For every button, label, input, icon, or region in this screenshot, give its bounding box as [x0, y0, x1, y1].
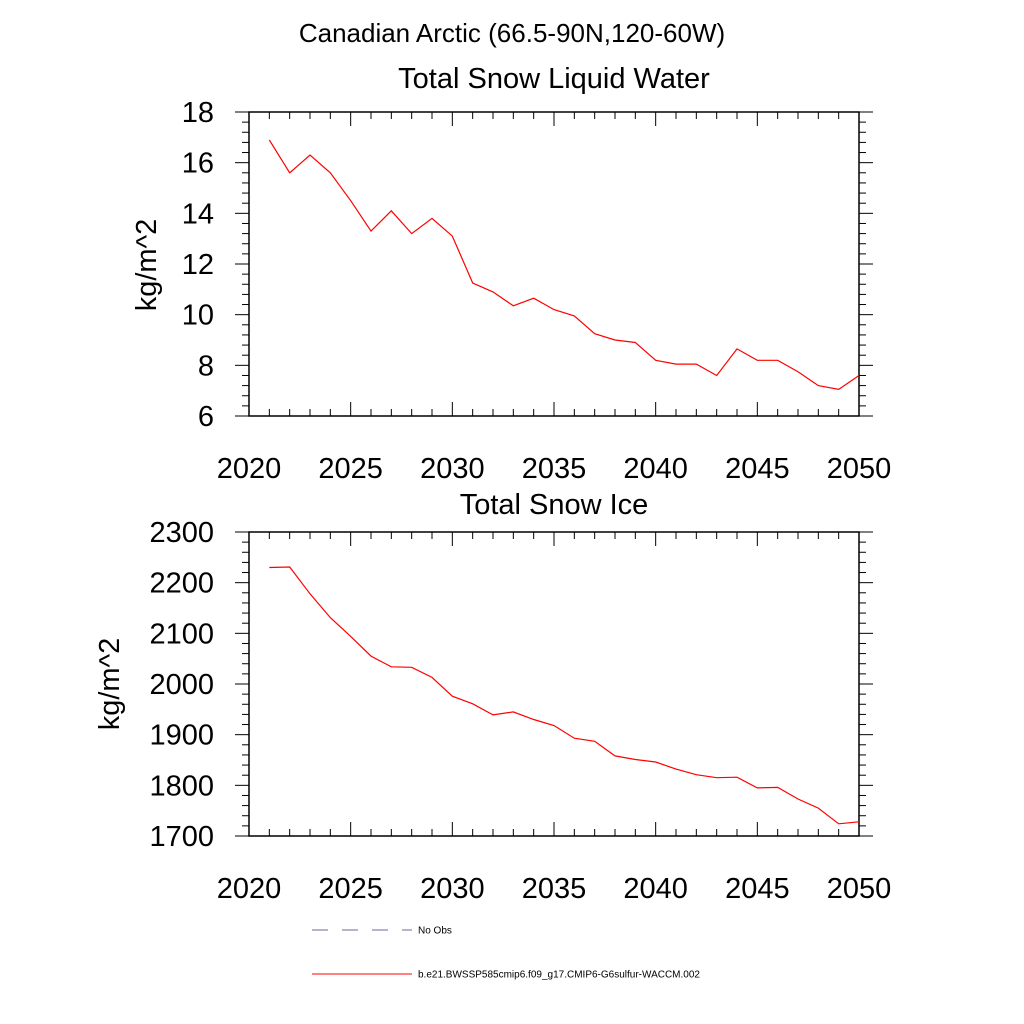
y-tick-label: 2300 — [149, 517, 214, 549]
series-line — [269, 566, 860, 825]
x-tick-label: 2040 — [623, 453, 688, 485]
x-tick-label: 2025 — [318, 873, 383, 905]
figure-title: Canadian Arctic (66.5-90N,120-60W) — [299, 18, 725, 48]
legend: No Obs b.e21.BWSSP585cmip6.f09_g17.CMIP6… — [312, 926, 700, 981]
y-tick-label: 2100 — [149, 618, 214, 650]
panel-title: Total Snow Liquid Water — [398, 63, 710, 95]
panel-total-snow-liquid-water: Total Snow Liquid Water kg/m^2 2020 2025 2… — [131, 63, 891, 485]
x-tick-label: 2050 — [827, 873, 892, 905]
x-tick-label: 2045 — [725, 453, 790, 485]
x-tick-label: 2050 — [827, 453, 892, 485]
x-tick-label: 2045 — [725, 873, 790, 905]
x-tick-label: 2025 — [318, 453, 383, 485]
x-tick-label: 2020 — [217, 873, 282, 905]
y-tick-label: 2000 — [149, 669, 214, 701]
y-axis-label: kg/m^2 — [131, 219, 163, 312]
y-tick-label: 6 — [198, 401, 214, 433]
x-tick-label: 2030 — [420, 453, 485, 485]
y-tick-label: 1800 — [149, 770, 214, 802]
y-tick-label: 1700 — [149, 821, 214, 853]
x-tick-label: 2040 — [623, 873, 688, 905]
y-tick-label: 10 — [182, 300, 214, 332]
x-tick-label: 2030 — [420, 873, 485, 905]
y-tick-label: 8 — [198, 350, 214, 382]
panel-title: Total Snow Ice — [460, 489, 649, 521]
y-tick-label: 12 — [182, 249, 214, 281]
y-axis-label: kg/m^2 — [94, 638, 126, 731]
y-tick-label: 1900 — [149, 720, 214, 752]
y-tick-label: 16 — [182, 148, 214, 180]
y-tick-label: 18 — [182, 97, 214, 129]
legend-label-model: b.e21.BWSSP585cmip6.f09_g17.CMIP6-G6sulf… — [418, 970, 700, 981]
y-tick-label: 14 — [182, 198, 214, 230]
x-tick-label: 2035 — [522, 453, 587, 485]
x-tick-label: 2020 — [217, 453, 282, 485]
legend-label-no-obs: No Obs — [418, 926, 452, 937]
x-tick-label: 2035 — [522, 873, 587, 905]
series-line — [268, 139, 860, 391]
y-tick-label: 2200 — [149, 568, 214, 600]
panel-total-snow-ice: Total Snow Ice kg/m^2 2020 2025 2030 2035 20… — [94, 489, 891, 905]
